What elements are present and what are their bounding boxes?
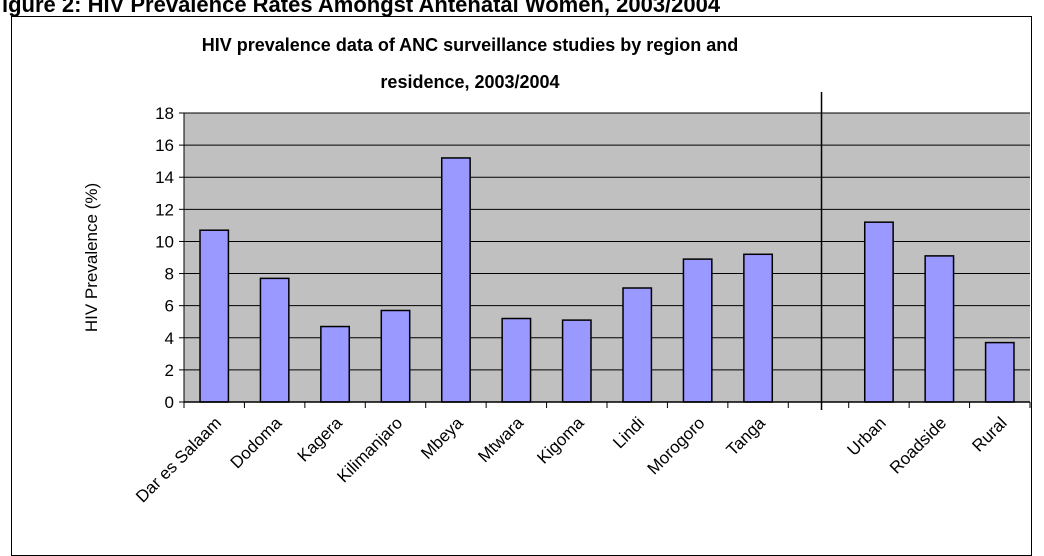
x-tick-label: Mbeya xyxy=(417,413,467,463)
page-heading: igure 2: HIV Prevalence Rates Amongst An… xyxy=(2,0,721,16)
bar xyxy=(743,253,774,403)
y-tick-label: 12 xyxy=(155,200,174,219)
y-tick-label: 16 xyxy=(155,136,174,155)
y-tick-label: 4 xyxy=(165,329,174,348)
bar xyxy=(501,317,532,403)
bar xyxy=(984,341,1015,403)
y-tick-label: 18 xyxy=(155,104,174,123)
plot-area xyxy=(184,113,1030,402)
x-tick-label: Dar es Salaam xyxy=(132,413,225,506)
bar xyxy=(682,258,713,403)
x-tick-label: Roadside xyxy=(886,413,950,477)
bar xyxy=(924,255,955,403)
bar xyxy=(320,325,351,403)
x-tick-label: Tanga xyxy=(723,413,770,460)
y-tick-label: 10 xyxy=(155,232,174,251)
x-tick-label: Rural xyxy=(968,413,1010,455)
bar xyxy=(561,319,592,403)
y-tick-label: 14 xyxy=(155,168,174,187)
bar xyxy=(199,229,230,403)
bar xyxy=(863,221,894,403)
y-axis-title: HIV Prevalence (%) xyxy=(82,183,101,332)
bar xyxy=(380,309,411,403)
bar xyxy=(259,277,290,403)
x-tick-label: Morogoro xyxy=(644,413,709,478)
x-tick-label: Lindi xyxy=(609,413,648,452)
chart-title-line-1: HIV prevalence data of ANC surveillance … xyxy=(201,35,739,55)
x-tick-label: Kagera xyxy=(294,413,347,466)
x-tick-label: Urban xyxy=(844,413,890,459)
y-tick-label: 0 xyxy=(165,393,174,412)
x-tick-label: Kigoma xyxy=(533,413,588,468)
y-tick-label: 2 xyxy=(165,361,174,380)
bar xyxy=(440,157,471,403)
x-tick-label: Kilimanjaro xyxy=(333,413,406,486)
chart-title-line-2: residence, 2003/2004 xyxy=(380,72,560,92)
x-tick-label: Dodoma xyxy=(227,413,286,472)
bar xyxy=(622,287,653,403)
x-tick-label: Mtwara xyxy=(474,413,527,466)
y-tick-label: 6 xyxy=(165,297,174,316)
y-tick-label: 8 xyxy=(165,265,174,284)
